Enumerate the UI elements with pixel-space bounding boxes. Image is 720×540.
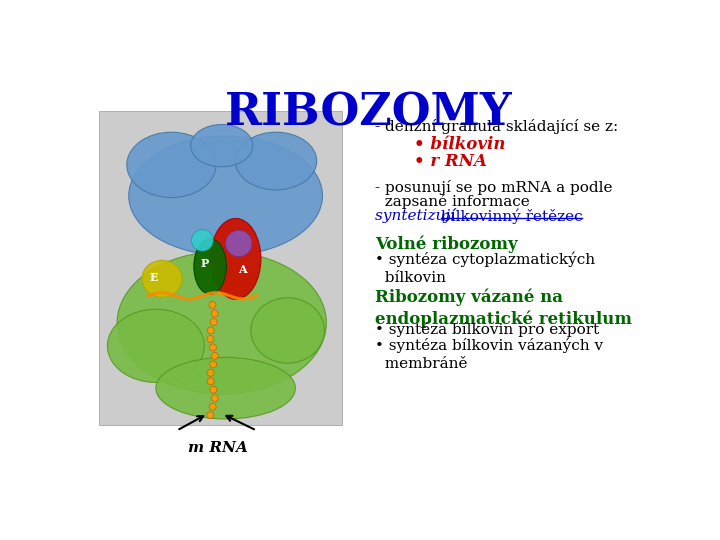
Text: Volné ribozomy: Volné ribozomy xyxy=(375,236,518,253)
Ellipse shape xyxy=(235,132,317,190)
Ellipse shape xyxy=(194,239,226,294)
Circle shape xyxy=(210,403,216,410)
FancyBboxPatch shape xyxy=(99,111,342,425)
Text: bílkovinný řetězec: bílkovinný řetězec xyxy=(441,208,582,224)
Text: - posunují se po mRNA a podle: - posunují se po mRNA a podle xyxy=(375,180,613,195)
Circle shape xyxy=(210,386,217,393)
Circle shape xyxy=(211,353,218,359)
Ellipse shape xyxy=(156,357,295,419)
Text: RIBOZOMY: RIBOZOMY xyxy=(225,92,513,135)
Text: A: A xyxy=(238,264,247,275)
Ellipse shape xyxy=(192,230,213,251)
Circle shape xyxy=(207,335,214,342)
Text: P: P xyxy=(201,258,209,269)
Circle shape xyxy=(207,411,214,418)
Text: • r RNA: • r RNA xyxy=(414,153,487,170)
Circle shape xyxy=(209,301,216,308)
Circle shape xyxy=(207,327,215,334)
Ellipse shape xyxy=(251,298,325,363)
Text: • bílkovin: • bílkovin xyxy=(414,137,505,153)
Text: syntetizují: syntetizují xyxy=(375,208,460,223)
Ellipse shape xyxy=(191,125,253,167)
Circle shape xyxy=(207,378,214,384)
Text: - denzní granula skládající se z:: - denzní granula skládající se z: xyxy=(375,119,618,134)
Ellipse shape xyxy=(129,136,323,255)
Circle shape xyxy=(210,344,217,351)
Circle shape xyxy=(211,310,218,317)
Ellipse shape xyxy=(107,309,204,382)
Circle shape xyxy=(210,361,217,368)
Circle shape xyxy=(225,231,252,256)
Circle shape xyxy=(211,395,218,402)
Text: Ribozomy vázané na
endoplazmatické retikulum: Ribozomy vázané na endoplazmatické retik… xyxy=(375,288,632,328)
Ellipse shape xyxy=(210,218,261,299)
Text: E: E xyxy=(149,272,158,283)
Circle shape xyxy=(207,369,214,376)
Ellipse shape xyxy=(127,132,216,198)
Text: • syntéza bílkovin pro export: • syntéza bílkovin pro export xyxy=(375,322,600,337)
Text: • syntéza bílkovin vázaných v
  membráně: • syntéza bílkovin vázaných v membráně xyxy=(375,338,603,372)
Text: m RNA: m RNA xyxy=(188,441,248,455)
Ellipse shape xyxy=(117,252,326,394)
Text: • syntéza cytoplazmatických
  bílkovin: • syntéza cytoplazmatických bílkovin xyxy=(375,251,595,285)
Text: zapsané informace: zapsané informace xyxy=(375,194,530,209)
Ellipse shape xyxy=(142,260,182,298)
Circle shape xyxy=(210,319,217,326)
